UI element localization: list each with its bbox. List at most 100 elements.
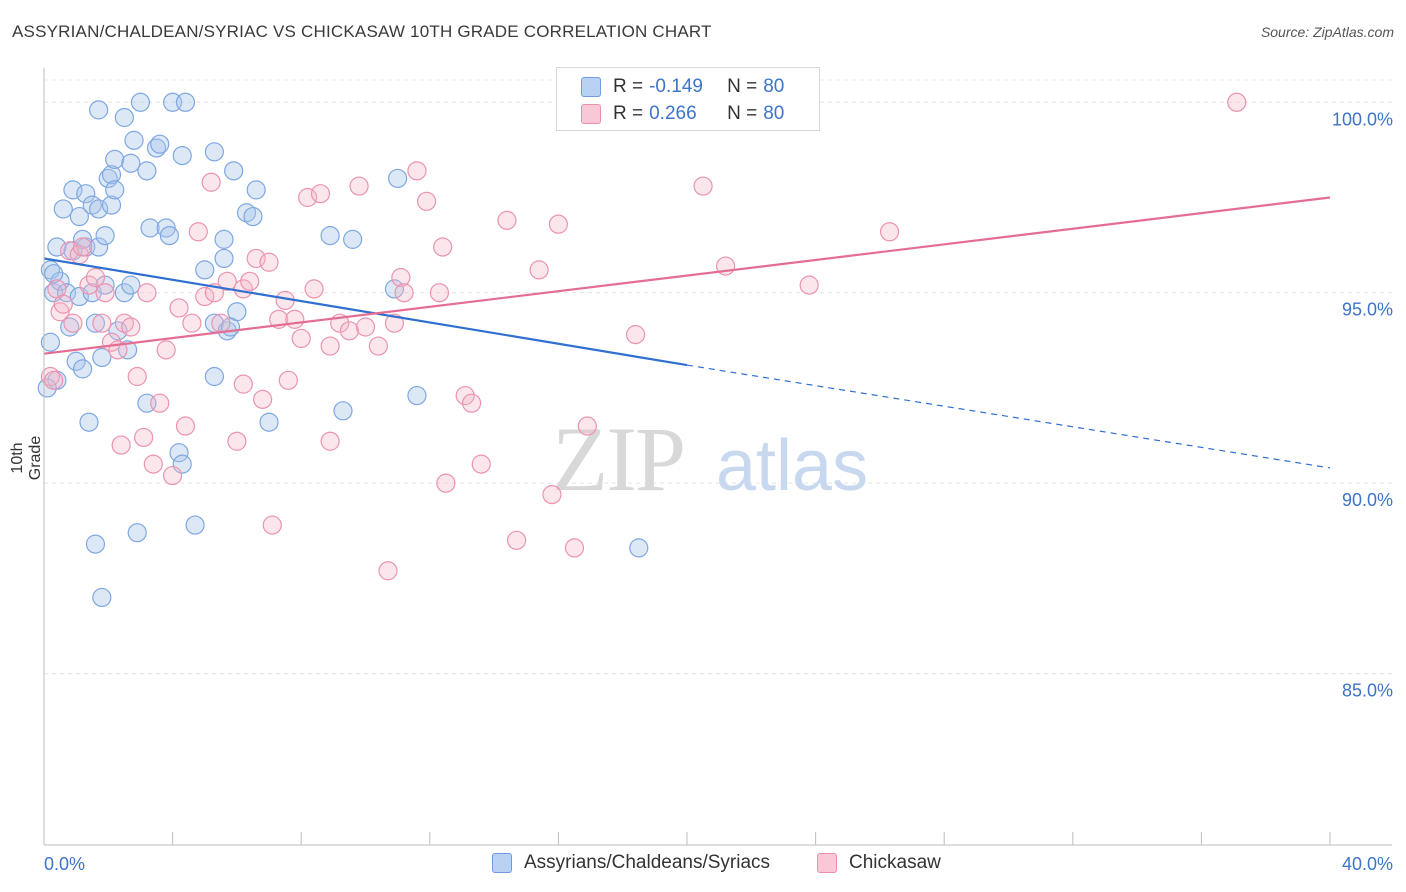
data-point-assyrian xyxy=(333,401,353,421)
data-point-assyrian xyxy=(53,199,73,219)
data-point-assyrian xyxy=(343,229,363,249)
data-point-chickasaw xyxy=(577,416,597,436)
data-point-chickasaw xyxy=(278,370,298,390)
data-point-assyrian xyxy=(105,180,125,200)
data-point-chickasaw xyxy=(455,385,475,406)
data-point-assyrian xyxy=(137,161,157,181)
data-point-chickasaw xyxy=(320,336,340,356)
data-point-chickasaw xyxy=(542,484,562,505)
legend-n-value: 80 xyxy=(763,76,785,97)
data-point-chickasaw xyxy=(368,336,388,356)
data-point-chickasaw xyxy=(416,191,437,211)
legend-row-assyrian: R = -0.149 N = 80 xyxy=(581,75,784,99)
data-point-chickasaw xyxy=(879,222,900,242)
data-point-chickasaw xyxy=(429,283,450,303)
series-swatch-pink xyxy=(817,853,837,873)
data-point-assyrian xyxy=(121,153,141,173)
data-point-chickasaw xyxy=(1227,92,1247,112)
watermark-atlas: atlas xyxy=(716,426,868,506)
data-point-assyrian xyxy=(92,347,112,368)
data-point-assyrian xyxy=(44,264,64,284)
data-point-assyrian xyxy=(92,587,112,608)
data-point-assyrian xyxy=(66,351,86,371)
legend-n-label: N = xyxy=(727,76,758,97)
points-layer xyxy=(37,92,1247,608)
data-point-assyrian xyxy=(146,138,167,158)
data-point-chickasaw xyxy=(564,538,585,558)
data-point-chickasaw xyxy=(407,161,427,181)
data-point-chickasaw xyxy=(497,210,517,230)
data-point-chickasaw xyxy=(262,515,282,535)
data-point-chickasaw xyxy=(285,309,305,329)
series-legend-chickasaw: Chickasaw xyxy=(817,852,941,874)
data-point-chickasaw xyxy=(79,275,99,295)
data-point-chickasaw xyxy=(461,393,482,413)
data-point-assyrian xyxy=(69,206,89,227)
x-tick-label-max: 40.0% xyxy=(1342,854,1393,874)
legend-row-chickasaw: R = 0.266 N = 80 xyxy=(581,102,784,126)
data-point-assyrian xyxy=(224,161,244,181)
legend-n-label: N = xyxy=(727,103,758,124)
data-point-assyrian xyxy=(140,218,160,238)
data-point-chickasaw xyxy=(625,325,646,345)
data-point-assyrian xyxy=(95,225,115,246)
data-point-assyrian xyxy=(114,283,134,303)
trend-line-chickasaw xyxy=(43,196,1331,355)
data-point-assyrian xyxy=(259,412,279,432)
data-point-chickasaw xyxy=(391,267,411,288)
data-point-chickasaw xyxy=(320,431,340,451)
data-point-chickasaw xyxy=(355,317,376,337)
data-point-chickasaw xyxy=(217,271,237,291)
data-point-assyrian xyxy=(108,321,128,341)
data-point-chickasaw xyxy=(53,294,73,314)
y-tick-label: 85.0% xyxy=(1342,681,1393,701)
data-point-assyrian xyxy=(214,248,234,269)
data-point-assyrian xyxy=(204,142,224,162)
data-point-chickasaw xyxy=(95,283,115,303)
data-point-assyrian xyxy=(63,180,83,200)
legend-swatch-pink xyxy=(581,104,601,124)
legend-r-value: -0.149 xyxy=(649,76,703,97)
data-point-assyrian xyxy=(384,279,405,299)
data-point-chickasaw xyxy=(134,427,154,448)
data-point-chickasaw xyxy=(201,172,221,192)
data-point-assyrian xyxy=(214,229,234,249)
data-point-assyrian xyxy=(60,317,80,337)
data-point-assyrian xyxy=(243,206,263,227)
data-point-chickasaw xyxy=(188,222,208,242)
data-point-chickasaw xyxy=(298,187,318,208)
data-point-assyrian xyxy=(101,195,122,215)
data-point-assyrian xyxy=(56,283,77,303)
data-point-assyrian xyxy=(204,366,224,387)
data-point-assyrian xyxy=(117,340,138,360)
legend-r-value: 0.266 xyxy=(649,103,697,124)
data-point-assyrian xyxy=(407,385,427,406)
data-point-chickasaw xyxy=(63,313,83,333)
data-point-chickasaw xyxy=(799,275,819,295)
y-tick-label: 90.0% xyxy=(1342,490,1393,510)
data-point-chickasaw xyxy=(378,561,398,581)
data-point-chickasaw xyxy=(143,454,163,474)
data-point-chickasaw xyxy=(304,279,324,299)
data-point-chickasaw xyxy=(291,328,311,349)
data-point-assyrian xyxy=(89,100,109,120)
data-point-assyrian xyxy=(79,412,99,432)
data-point-assyrian xyxy=(150,134,170,154)
data-point-chickasaw xyxy=(339,321,360,341)
y-tick-label: 95.0% xyxy=(1342,300,1393,320)
data-point-assyrian xyxy=(185,515,205,535)
data-point-chickasaw xyxy=(310,184,331,204)
data-point-assyrian xyxy=(85,313,106,333)
data-point-assyrian xyxy=(40,332,61,352)
data-point-chickasaw xyxy=(253,389,273,409)
data-point-chickasaw xyxy=(40,366,61,387)
data-point-assyrian xyxy=(85,534,106,554)
source-note: Source: ZipAtlas.com xyxy=(1260,24,1394,40)
data-point-chickasaw xyxy=(169,298,189,318)
data-point-chickasaw xyxy=(233,374,253,394)
data-point-chickasaw xyxy=(182,313,202,333)
data-point-chickasaw xyxy=(433,237,453,257)
data-point-chickasaw xyxy=(384,313,405,333)
data-point-assyrian xyxy=(388,168,408,189)
